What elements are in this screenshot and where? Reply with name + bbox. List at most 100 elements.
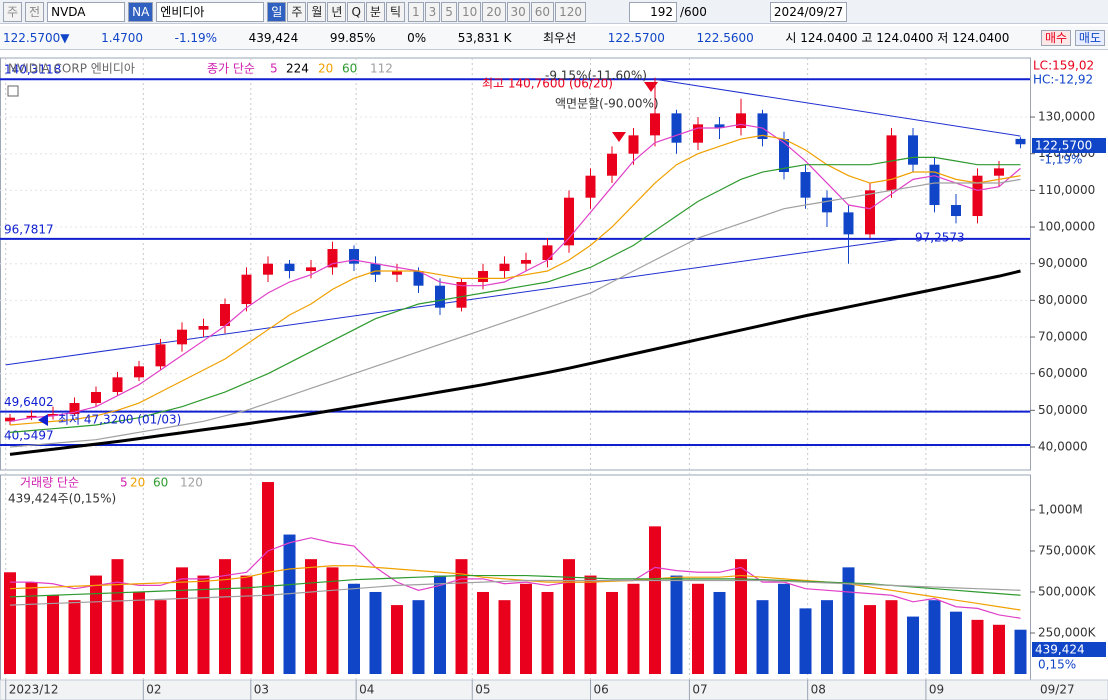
volume-bar [176,567,188,674]
interval-button[interactable]: 60 [530,1,555,22]
candle-body [714,124,725,129]
candle-body [929,164,940,206]
interval-button[interactable]: 5 [441,1,457,22]
candle-body [1015,138,1026,145]
y-tick-label: 110,0000 [1038,183,1095,197]
candle-body [951,205,961,217]
stock-name: 엔비디아 [156,1,265,22]
candle-body [241,274,252,305]
volume-bar [111,559,124,674]
ma-line [9,156,1021,433]
sell-button[interactable]: 매도 [1074,29,1105,46]
volume-bar [907,616,919,674]
mode-select[interactable]: 전 [25,1,45,22]
high-label: 고 [861,31,873,45]
legend-entry: 60 [153,476,168,490]
ma-line [9,269,1021,456]
y-tick-label: 80,0000 [1038,293,1088,307]
candle-body [607,153,617,176]
low-label: 저 [937,31,949,45]
open: 124.0400 [800,31,858,45]
period-button[interactable]: 월 [307,1,327,22]
candle-body [112,377,123,393]
best-label: 최우선 [543,31,577,45]
market-select[interactable]: 주 [3,1,23,22]
volume-bar [864,605,876,674]
period-button[interactable]: Q [347,1,365,22]
annotation: 97,2573 [915,231,965,245]
candle-body [413,271,424,286]
badge: NA [128,1,154,22]
candle-body [693,124,703,143]
period-button[interactable]: 분 [365,1,385,22]
level-label: 96,7817 [4,222,54,236]
date-input[interactable]: 2024/09/27 [769,1,848,22]
x-tick-label: 08 [811,683,826,697]
volume-bar [47,595,59,674]
volume-bar [133,591,145,674]
period-button[interactable]: 주 [287,1,307,22]
last-price: 122,5700 [1035,139,1092,153]
annotation: -9.15%(-11.60%) [545,69,647,83]
y-tick-label: 70,0000 [1038,330,1088,344]
volume-bar [197,575,210,674]
interval-button[interactable]: 30 [506,1,530,22]
ticker-input[interactable]: NVDA [47,1,126,22]
interval-button[interactable]: 20 [482,1,506,22]
count-input[interactable]: 192 [628,1,677,22]
volume-bar [369,591,382,674]
volume-panel [0,474,1031,681]
interval-button[interactable]: 10 [457,1,482,22]
y-tick-label: 40,0000 [1038,440,1088,454]
legend-entry: 224 [286,62,309,76]
interval-button[interactable]: 3 [424,1,441,22]
x-tick-label: 2023/12 [9,683,59,697]
candle-body [198,326,209,330]
volume-bar [584,575,597,674]
candle-body [284,263,295,272]
period-button[interactable]: 년 [327,1,347,22]
y-tick-label: 50,0000 [1038,403,1088,417]
y-tick-label: 1,000M [1038,502,1083,516]
y-tick-label: 60,0000 [1038,366,1088,380]
volume-bar [756,600,769,674]
legend-title: 종가 단순 [207,62,255,76]
hc-label: HC:-12,92 [1033,73,1093,87]
interval-button[interactable]: 1 [408,1,424,22]
volume-bar [735,559,747,674]
candle-body [155,344,166,367]
legend-entry: 60 [342,62,357,76]
period-button[interactable]: 일 [267,1,287,22]
volume-bar [993,624,1005,674]
volume-bar [649,526,661,674]
volume: 439,424 [248,30,299,45]
volume-bar [627,583,640,674]
end-date: 09/27 [1040,683,1075,697]
change-pct: -1.19% [174,30,218,45]
candle-body [349,249,359,264]
candle-body [91,392,101,404]
candle-body [134,366,144,378]
legend-entry: 112 [370,62,393,76]
level-label: 140,3118 [4,63,61,77]
volume-bar [305,559,317,674]
volume-bar [90,575,102,674]
volume-bar [520,583,532,674]
period-button[interactable]: 틱 [385,1,406,22]
y-tick-label: 250,000K [1038,625,1097,639]
volume-bar [25,582,38,674]
candle-body [736,113,746,129]
interval-button[interactable]: 120 [555,1,586,22]
legend-entry: 20 [130,476,145,490]
volume-bar [477,591,489,674]
marker [38,414,48,426]
candle-body [48,414,58,416]
volume-ma-line [9,574,1021,598]
legend-entry: 5 [120,476,128,490]
y-tick-label: 100,0000 [1038,220,1095,234]
annotation: 최고 140,7600 (06/20) [482,77,613,91]
candle-body [585,175,596,198]
buy-button[interactable]: 매수 [1040,29,1072,46]
